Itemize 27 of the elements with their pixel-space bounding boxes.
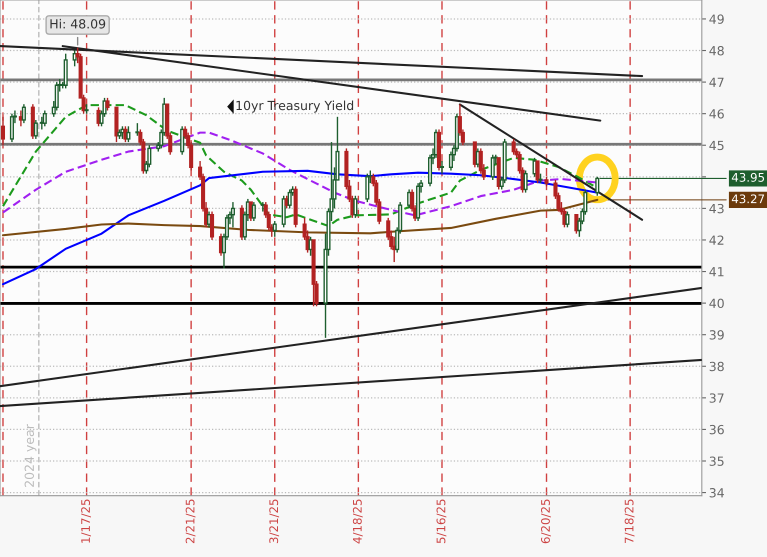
y-tick-label: 41 <box>709 267 724 276</box>
y-tick-label: 49 <box>709 14 724 24</box>
x-tick-label: 7/18/25 <box>624 500 634 544</box>
y-tick-label: 34 <box>710 488 724 498</box>
x-tick-label: 3/21/25 <box>269 500 280 544</box>
annotation: Hi: 48.09 <box>50 18 106 29</box>
annotation: 10yr Treasury Yield <box>236 100 354 113</box>
y-tick-label: 46 <box>709 109 724 119</box>
y-tick-label: 38 <box>710 362 724 372</box>
x-tick-label: 4/18/25 <box>352 500 363 544</box>
y-tick-label: 42 <box>709 235 724 245</box>
x-tick-label: 2/21/25 <box>186 500 196 544</box>
x-tick-label: 6/20/25 <box>541 500 551 544</box>
y-tick-label: 45 <box>709 140 724 150</box>
y-tick-label: 35 <box>710 456 724 466</box>
y-tick-label: 43 <box>709 204 724 214</box>
annotation: 43.27 <box>732 194 764 204</box>
y-tick-label: 39 <box>710 330 724 340</box>
y-tick-label: 47 <box>709 78 724 87</box>
x-tick-label: 1/17/25 <box>81 500 91 543</box>
y-tick-label: 40 <box>709 298 724 308</box>
x-tick-label: 5/16/25 <box>436 500 446 544</box>
y-tick-label: 36 <box>710 424 724 434</box>
y-tick-label: 37 <box>710 393 724 403</box>
y-tick-label: 48 <box>709 46 724 56</box>
ref-line-label: 2024 year <box>24 424 36 487</box>
annotation: 43.95 <box>732 172 764 182</box>
